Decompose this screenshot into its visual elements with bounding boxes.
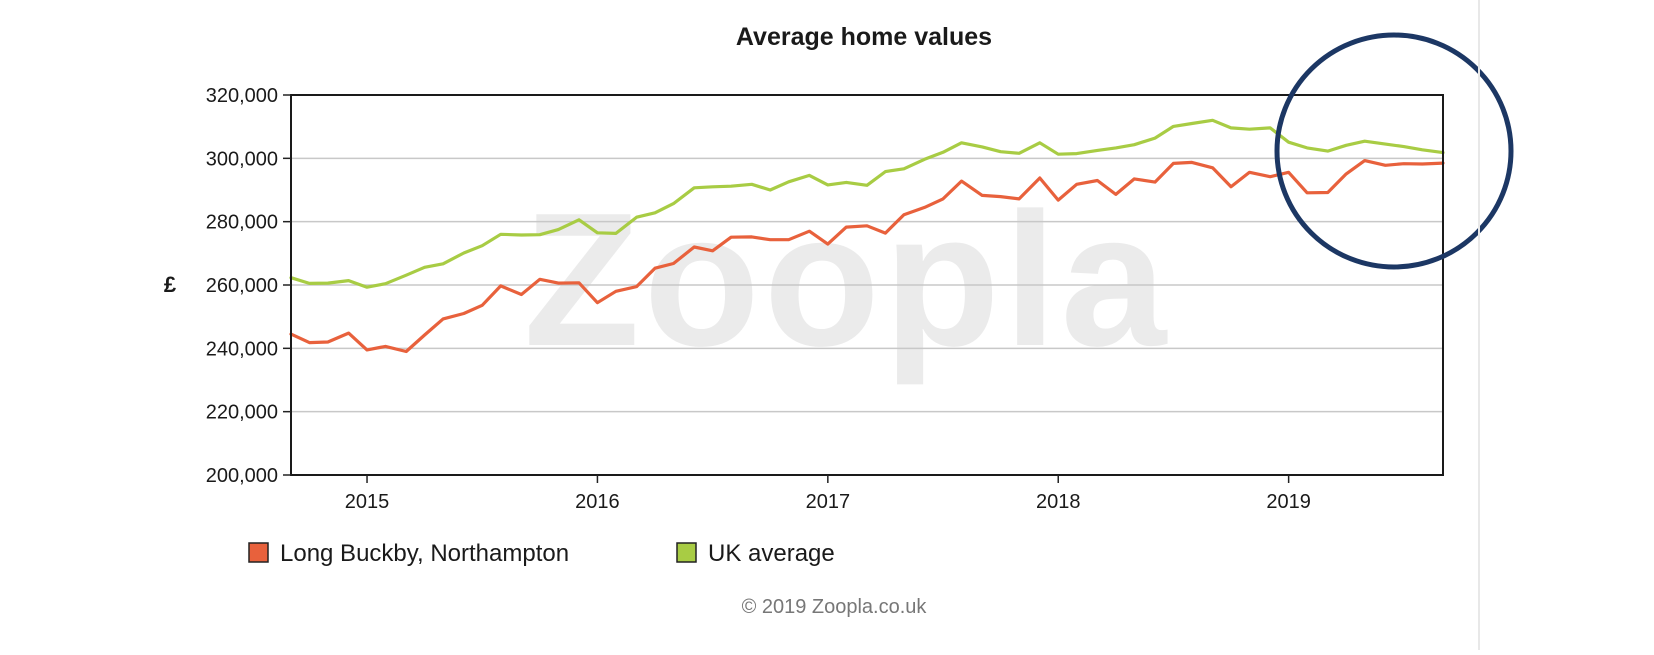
x-tick-label: 2017 bbox=[806, 491, 851, 513]
x-tick-label: 2016 bbox=[575, 491, 620, 513]
y-tick-label: 280,000 bbox=[206, 212, 278, 234]
x-tick-label: 2018 bbox=[1036, 491, 1081, 513]
y-tick-label: 300,000 bbox=[206, 148, 278, 170]
highlight-circle bbox=[1274, 32, 1514, 270]
y-tick-label: 240,000 bbox=[206, 338, 278, 360]
series-line-1 bbox=[289, 118, 1445, 289]
legend-label-1: UK average bbox=[708, 540, 835, 567]
legend-label-0: Long Buckby, Northampton bbox=[280, 540, 569, 567]
legend-swatch-0 bbox=[248, 542, 269, 563]
x-tick-label: 2015 bbox=[345, 491, 390, 513]
y-tick-label: 200,000 bbox=[206, 465, 278, 487]
copyright-note: © 2019 Zoopla.co.uk bbox=[742, 596, 928, 618]
legend-swatch-1 bbox=[676, 542, 697, 563]
x-tick-label: 2019 bbox=[1266, 491, 1311, 513]
y-tick-label: 320,000 bbox=[206, 85, 278, 107]
chart-title: Average home values bbox=[736, 23, 992, 51]
series-line-0 bbox=[289, 159, 1445, 354]
y-axis-label: £ bbox=[164, 272, 177, 297]
y-tick-label: 220,000 bbox=[206, 402, 278, 424]
y-tick-label: 260,000 bbox=[206, 275, 278, 297]
zoopla-watermark: Zoopla bbox=[524, 174, 1171, 386]
page-divider bbox=[1478, 0, 1480, 650]
